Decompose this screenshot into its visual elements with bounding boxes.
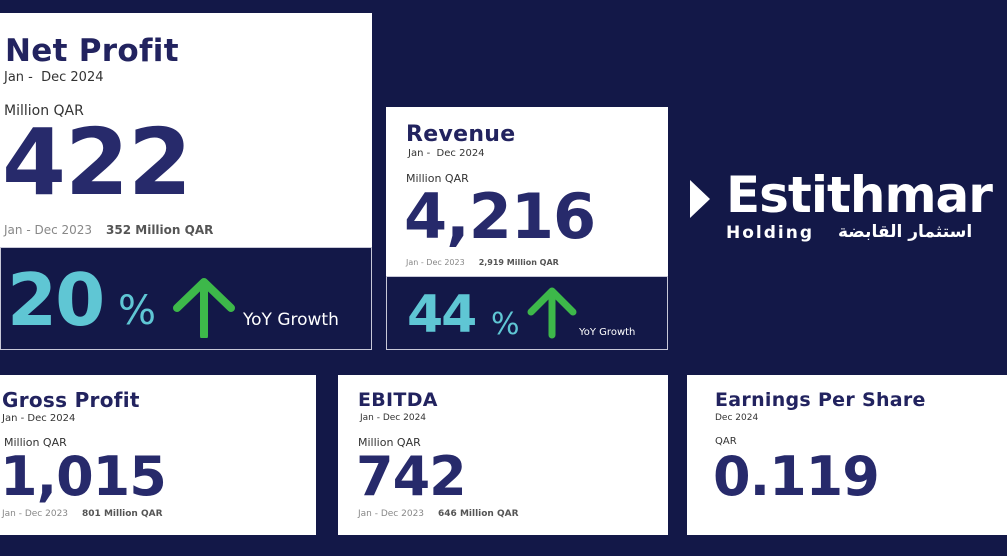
eps-unit: QAR — [715, 436, 737, 447]
gross-profit-previous: Jan - Dec 2023 801 Million QAR — [2, 509, 163, 519]
net-profit-growth-percent: % — [118, 288, 157, 334]
net-profit-unit: Million QAR — [4, 103, 84, 119]
gross-profit-unit: Million QAR — [4, 436, 67, 449]
net-profit-prev-period: Jan - Dec 2023 — [4, 223, 93, 237]
gross-profit-value: 1,015 — [0, 445, 167, 508]
gross-profit-card: Gross Profit Jan - Dec 2024 Million QAR … — [0, 375, 316, 535]
net-profit-card: Net Profit Jan - Dec 2024 Million QAR 42… — [0, 13, 372, 249]
brand-subtitle-ar: استثمار القابضة — [838, 222, 973, 242]
ebitda-title: EBITDA — [358, 389, 438, 411]
net-profit-growth-panel: 20 % YoY Growth — [0, 247, 372, 350]
arrow-up-icon — [173, 278, 235, 338]
ebitda-unit: Million QAR — [358, 436, 421, 449]
net-profit-prev-value: 352 Million QAR — [106, 223, 214, 237]
eps-title: Earnings Per Share — [715, 389, 926, 411]
ebitda-value: 742 — [356, 445, 467, 508]
ebitda-prev-period: Jan - Dec 2023 — [358, 509, 425, 519]
brand-subtitle-en: Holding — [726, 223, 815, 243]
revenue-prev-value: 2,919 Million QAR — [478, 258, 559, 267]
revenue-prev-period: Jan - Dec 2023 — [406, 258, 465, 267]
gross-profit-period: Jan - Dec 2024 — [2, 413, 76, 424]
revenue-period: Jan - Dec 2024 — [408, 148, 485, 159]
brand-logo: Estithmar Holding استثمار القابضة — [686, 166, 1007, 250]
eps-card: Earnings Per Share Dec 2024 QAR 0.119 — [687, 375, 1007, 535]
revenue-growth-panel: 44 % YoY Growth — [386, 276, 668, 350]
ebitda-card: EBITDA Jan - Dec 2024 Million QAR 742 Ja… — [338, 375, 668, 535]
revenue-value: 4,216 — [404, 180, 596, 253]
net-profit-period: Jan - Dec 2024 — [4, 70, 104, 85]
brand-name: Estithmar — [726, 166, 993, 224]
revenue-growth-percent: % — [491, 307, 520, 342]
eps-period: Dec 2024 — [715, 413, 759, 423]
revenue-growth-value: 44 — [407, 285, 477, 345]
play-triangle-icon — [690, 180, 710, 218]
revenue-title: Revenue — [406, 122, 516, 147]
revenue-yoy-label: YoY Growth — [579, 327, 636, 338]
net-profit-value: 422 — [2, 109, 192, 216]
gross-profit-title: Gross Profit — [2, 388, 140, 412]
revenue-card: Revenue Jan - Dec 2024 Million QAR 4,216… — [386, 107, 668, 277]
ebitda-previous: Jan - Dec 2023 646 Million QAR — [358, 509, 519, 519]
net-profit-previous: Jan - Dec 2023 352 Million QAR — [4, 223, 213, 237]
gross-profit-prev-value: 801 Million QAR — [82, 509, 163, 519]
revenue-previous: Jan - Dec 2023 2,919 Million QAR — [406, 258, 559, 267]
eps-value: 0.119 — [713, 445, 880, 508]
net-profit-title: Net Profit — [5, 33, 179, 69]
revenue-unit: Million QAR — [406, 172, 469, 185]
net-profit-yoy-label: YoY Growth — [243, 310, 339, 330]
arrow-up-icon — [527, 287, 577, 339]
gross-profit-prev-period: Jan - Dec 2023 — [2, 509, 69, 519]
net-profit-growth-value: 20 — [7, 258, 105, 342]
ebitda-period: Jan - Dec 2024 — [360, 413, 427, 423]
ebitda-prev-value: 646 Million QAR — [438, 509, 519, 519]
